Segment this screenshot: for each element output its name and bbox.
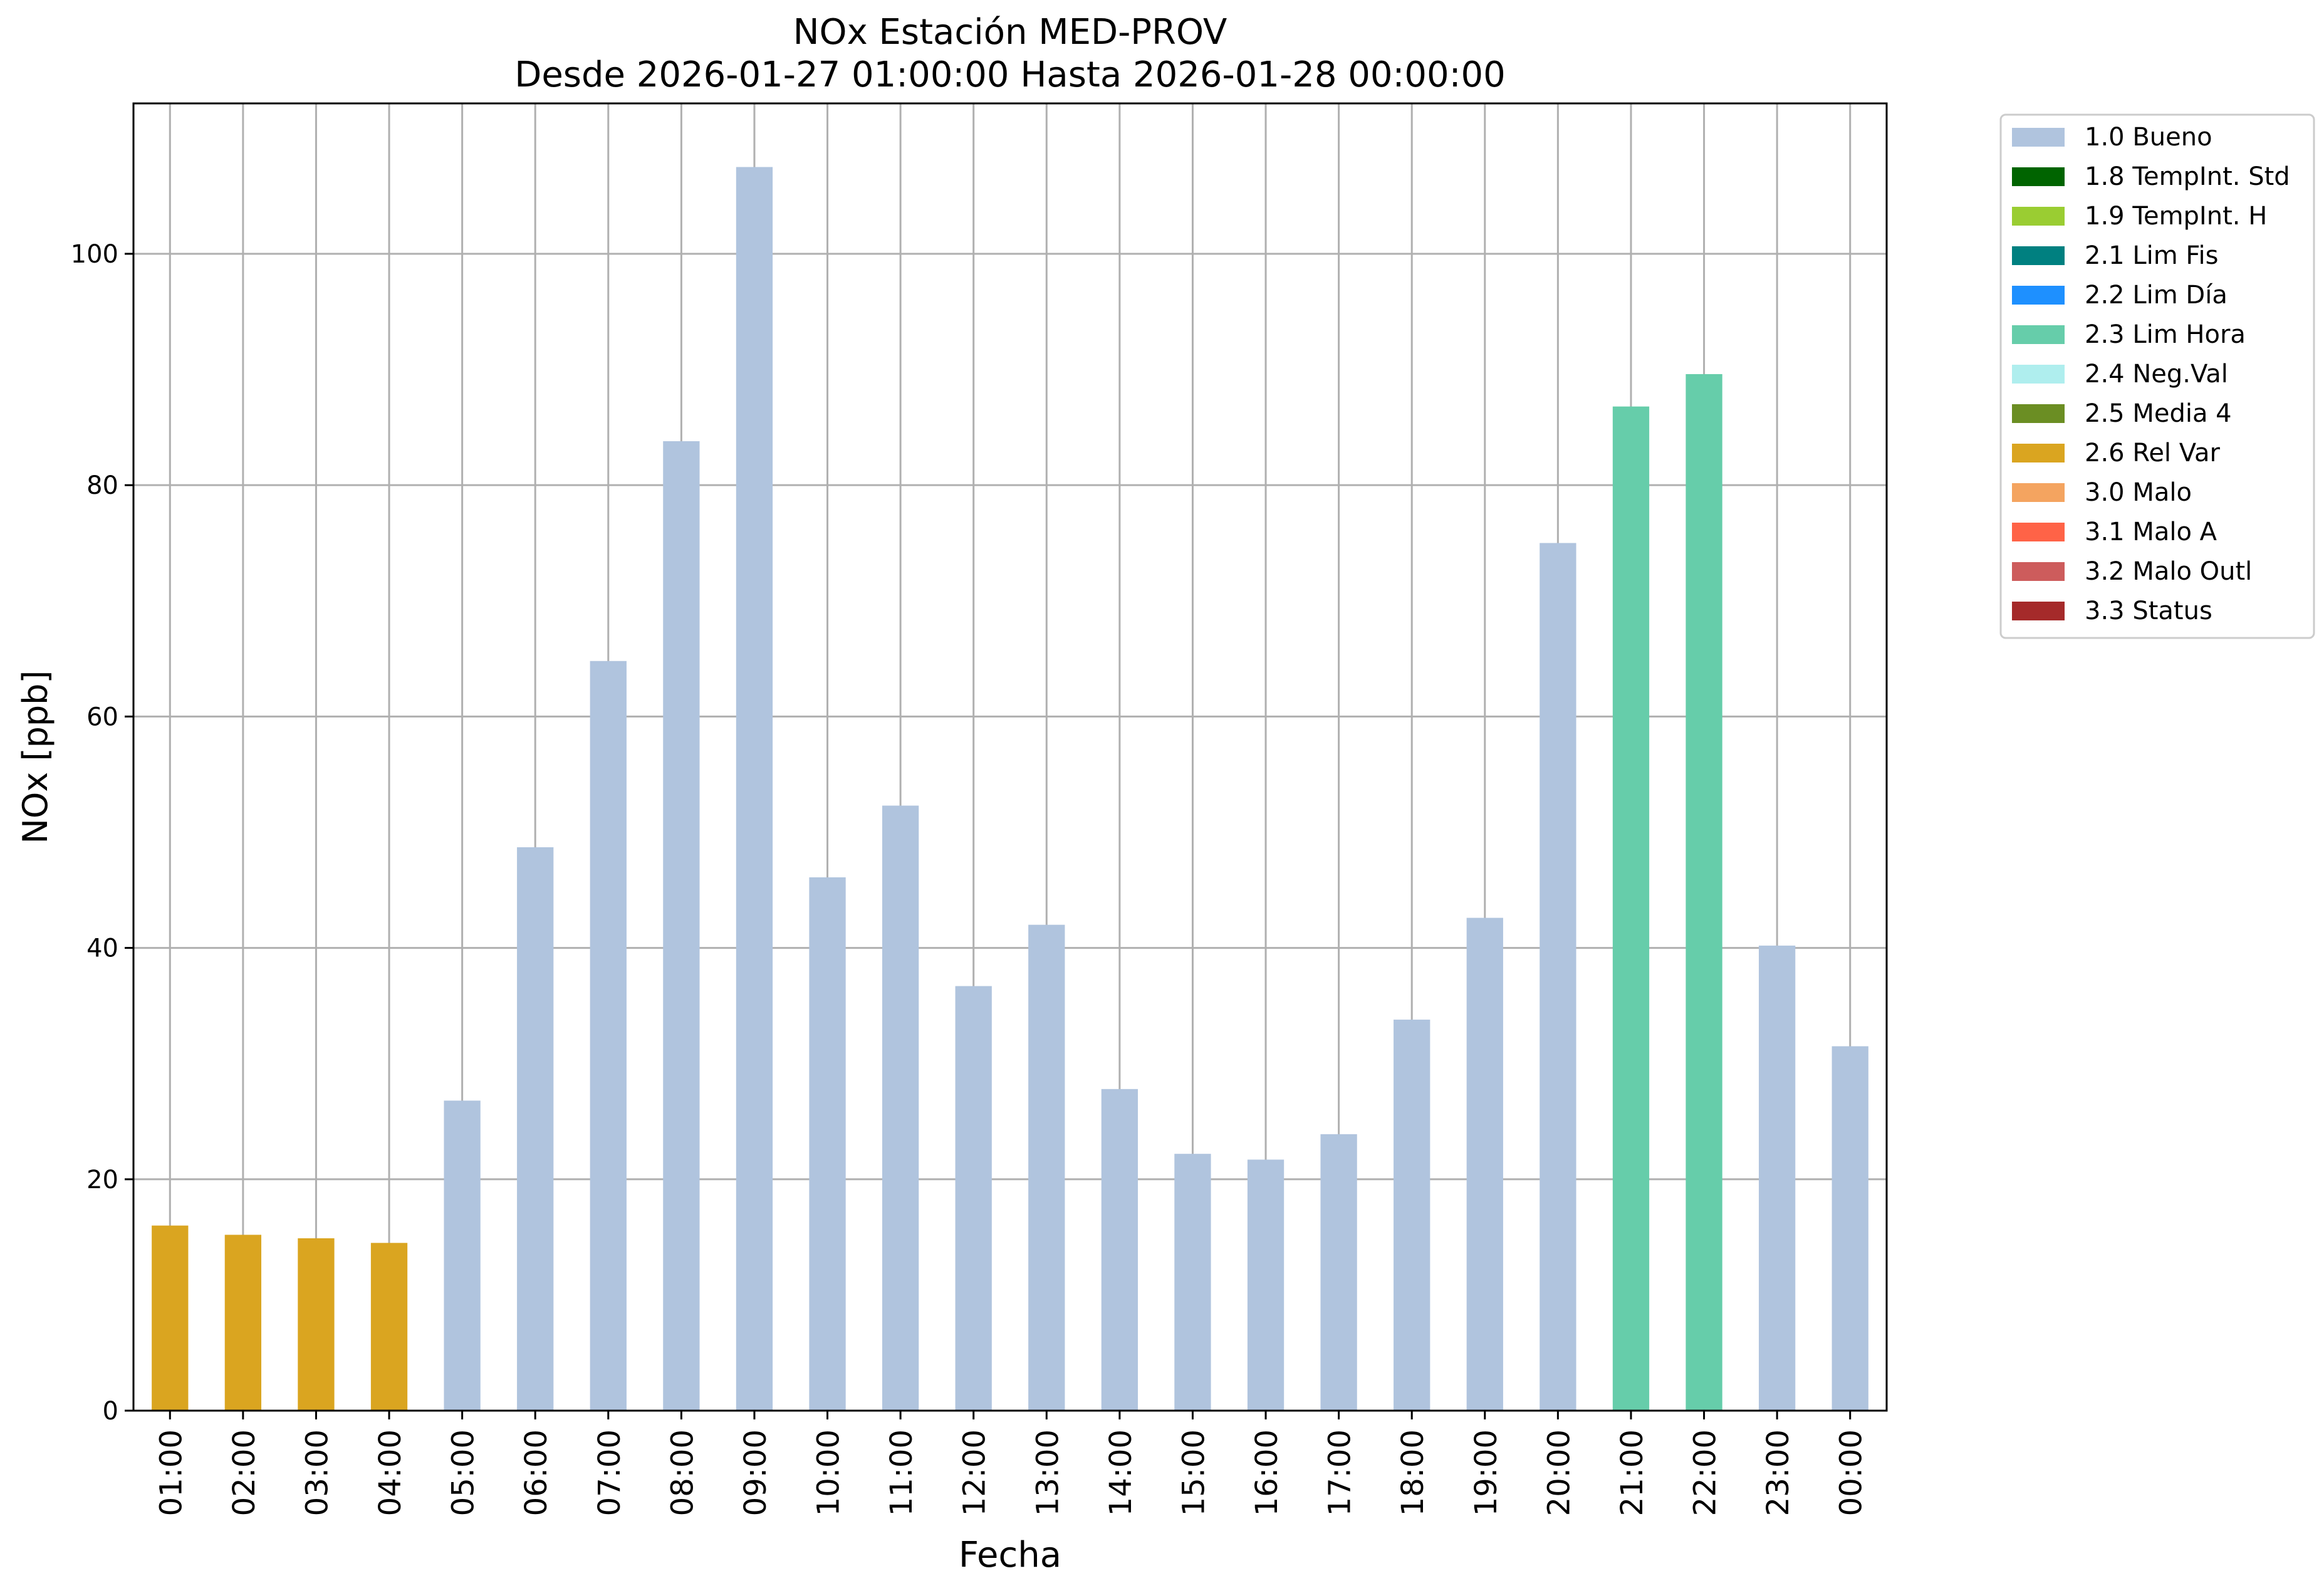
legend-swatch bbox=[2012, 167, 2065, 186]
x-tick-label: 12:00 bbox=[957, 1429, 993, 1516]
bar bbox=[444, 1100, 481, 1411]
y-axis-label: NOx [ppb] bbox=[16, 671, 55, 844]
y-axis-ticks: 0 20 40 60 80 100 bbox=[71, 240, 133, 1426]
legend-swatch bbox=[2012, 602, 2065, 620]
bar bbox=[1247, 1159, 1284, 1411]
y-tick-label: 60 bbox=[86, 703, 118, 731]
legend-swatch bbox=[2012, 523, 2065, 541]
legend: 1.0 Bueno 1.8 TempInt. Std 1.9 TempInt. H 2… bbox=[1999, 113, 2315, 639]
bar bbox=[809, 877, 846, 1411]
bar bbox=[152, 1225, 189, 1411]
plot-frame bbox=[132, 102, 1888, 1412]
x-tick-label: 22:00 bbox=[1688, 1429, 1723, 1516]
bar bbox=[1028, 924, 1065, 1411]
legend-swatch bbox=[2012, 207, 2065, 226]
bar bbox=[1394, 1020, 1430, 1411]
bar bbox=[1101, 1089, 1139, 1411]
bar bbox=[1612, 406, 1650, 1411]
bar bbox=[1174, 1154, 1211, 1411]
x-tick-label: 06:00 bbox=[519, 1429, 554, 1516]
y-tick-label: 100 bbox=[71, 240, 118, 269]
x-tick-label: 18:00 bbox=[1395, 1429, 1430, 1516]
legend-swatch bbox=[2012, 562, 2065, 581]
legend-entry: 2.5 Media 4 bbox=[2085, 399, 2232, 428]
bar bbox=[1686, 373, 1722, 1411]
legend-entry: 3.1 Malo A bbox=[2085, 518, 2217, 546]
legend-entry: 3.0 Malo bbox=[2085, 478, 2192, 507]
x-tick-label: 17:00 bbox=[1323, 1429, 1358, 1516]
legend-swatch bbox=[2012, 246, 2065, 265]
legend-swatch bbox=[2012, 444, 2065, 462]
bar bbox=[517, 847, 554, 1411]
x-tick-label: 23:00 bbox=[1761, 1429, 1796, 1516]
x-tick-label: 08:00 bbox=[665, 1429, 700, 1516]
legend-swatch bbox=[2012, 325, 2065, 344]
legend-entry: 2.6 Rel Var bbox=[2085, 439, 2221, 468]
x-tick-label: 16:00 bbox=[1249, 1429, 1284, 1516]
y-tick-label: 20 bbox=[86, 1166, 118, 1194]
x-tick-label: 00:00 bbox=[1834, 1429, 1869, 1516]
legend-box bbox=[1999, 113, 2315, 639]
legend-entry: 1.9 TempInt. H bbox=[2085, 202, 2267, 231]
legend-entry: 2.1 Lim Fis bbox=[2085, 241, 2218, 270]
y-tick-label: 40 bbox=[86, 934, 118, 963]
bar bbox=[1320, 1134, 1357, 1411]
x-tick-label: 14:00 bbox=[1103, 1429, 1139, 1516]
x-tick-label: 13:00 bbox=[1030, 1429, 1065, 1516]
legend-entry: 2.3 Lim Hora bbox=[2085, 320, 2246, 349]
legend-entry: 3.3 Status bbox=[2085, 597, 2212, 625]
bar bbox=[663, 441, 700, 1411]
x-tick-label: 20:00 bbox=[1541, 1429, 1576, 1516]
bars bbox=[152, 167, 1868, 1411]
legend-swatch bbox=[2012, 128, 2065, 147]
x-tick-label: 02:00 bbox=[227, 1429, 262, 1516]
x-axis-ticks: 01:00 02:00 03:00 04:00 05:00 06:00 07:00 08:00… bbox=[154, 1411, 1869, 1516]
legend-swatch bbox=[2012, 286, 2065, 305]
x-tick-label: 19:00 bbox=[1469, 1429, 1504, 1516]
x-tick-label: 15:00 bbox=[1176, 1429, 1211, 1516]
x-tick-label: 03:00 bbox=[300, 1429, 335, 1516]
legend-entry: 1.0 Bueno bbox=[2085, 123, 2212, 152]
x-tick-label: 09:00 bbox=[738, 1429, 773, 1516]
x-tick-label: 21:00 bbox=[1615, 1429, 1650, 1516]
bar bbox=[955, 986, 992, 1411]
bar bbox=[298, 1238, 335, 1411]
bar bbox=[1758, 945, 1796, 1411]
y-tick-label: 0 bbox=[103, 1397, 118, 1426]
legend-swatch bbox=[2012, 365, 2065, 384]
x-axis-label: Fecha bbox=[959, 1535, 1061, 1575]
x-tick-label: 01:00 bbox=[154, 1429, 189, 1516]
legend-entry: 3.2 Malo Outl bbox=[2085, 557, 2252, 586]
bar bbox=[1540, 543, 1576, 1411]
bar bbox=[1466, 917, 1503, 1411]
legend-swatch bbox=[2012, 404, 2065, 423]
x-tick-label: 07:00 bbox=[592, 1429, 627, 1516]
bar bbox=[224, 1235, 262, 1411]
x-tick-label: 11:00 bbox=[884, 1429, 919, 1516]
bar bbox=[736, 167, 773, 1411]
bar bbox=[590, 661, 627, 1411]
bar bbox=[370, 1243, 408, 1411]
bar bbox=[1832, 1046, 1868, 1411]
x-tick-label: 05:00 bbox=[446, 1429, 481, 1516]
legend-entry: 1.8 TempInt. Std bbox=[2085, 162, 2290, 191]
legend-entry: 2.2 Lim Día bbox=[2085, 281, 2228, 310]
legend-entry: 2.4 Neg.Val bbox=[2085, 360, 2228, 389]
chart-subtitle: Desde 2026-01-27 01:00:00 Hasta 2026-01-… bbox=[514, 55, 1506, 95]
y-tick-label: 80 bbox=[86, 471, 118, 500]
chart-title: NOx Estación MED-PROV bbox=[793, 12, 1227, 53]
legend-swatch bbox=[2012, 483, 2065, 502]
x-tick-label: 10:00 bbox=[811, 1429, 847, 1516]
bar bbox=[882, 805, 919, 1411]
x-tick-label: 04:00 bbox=[373, 1429, 408, 1516]
